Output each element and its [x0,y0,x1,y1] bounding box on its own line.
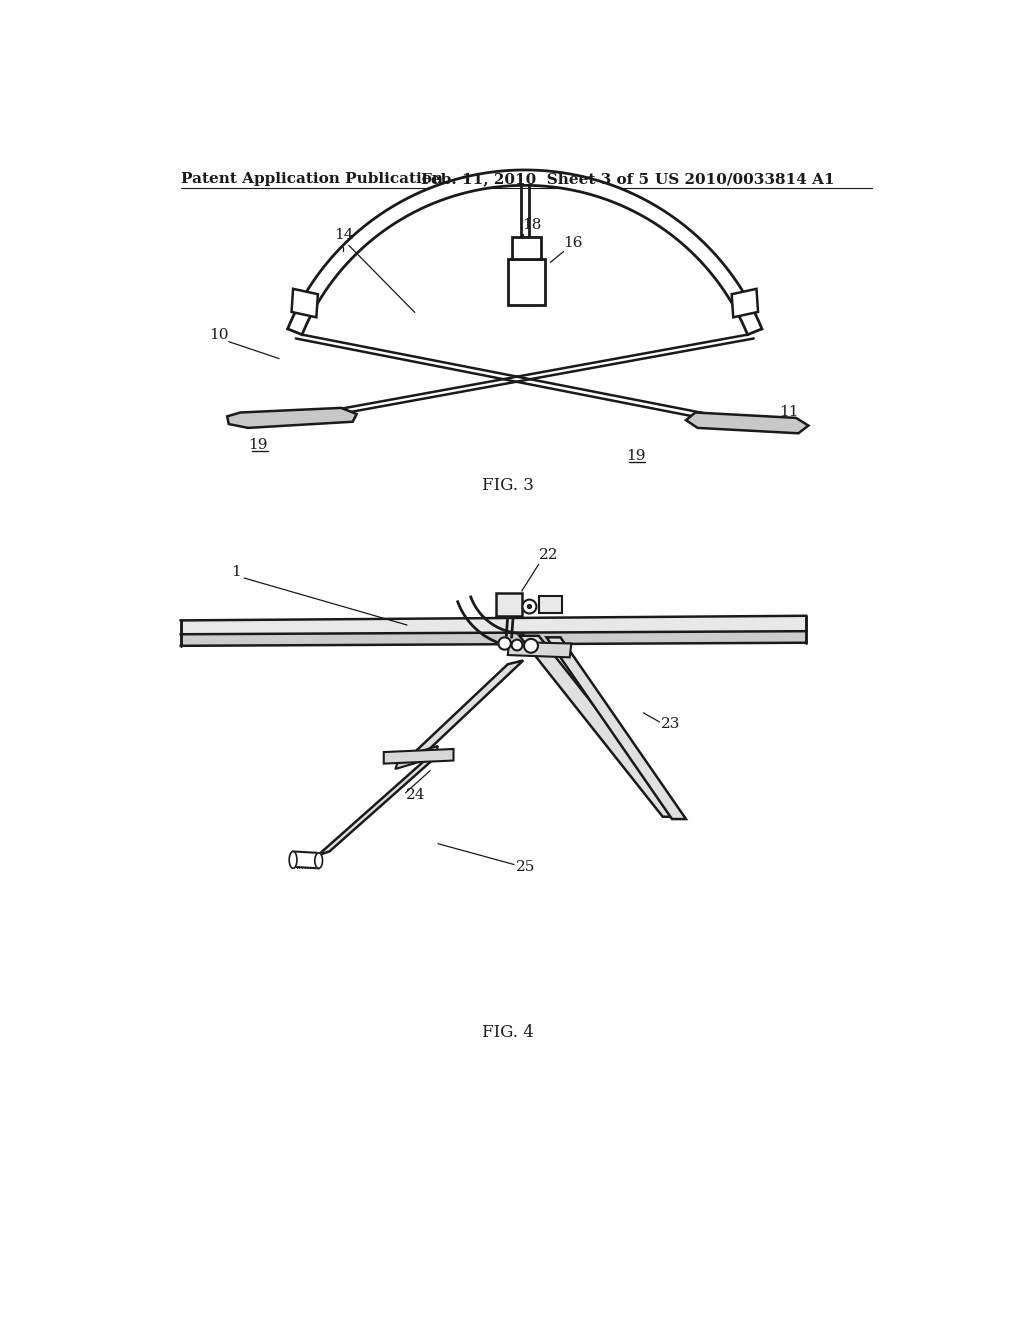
Polygon shape [180,615,806,635]
Polygon shape [539,595,562,614]
Circle shape [524,639,538,653]
Text: US 2010/0033814 A1: US 2010/0033814 A1 [655,172,835,186]
Polygon shape [180,631,806,645]
Ellipse shape [314,853,323,869]
Text: 10: 10 [209,329,229,342]
Circle shape [522,599,537,614]
Polygon shape [384,748,454,763]
Text: Feb. 11, 2010  Sheet 3 of 5: Feb. 11, 2010 Sheet 3 of 5 [421,172,649,186]
Polygon shape [395,746,438,770]
Text: FIG. 3: FIG. 3 [482,477,534,494]
Text: 18: 18 [521,218,541,232]
Circle shape [512,640,522,651]
Text: 16: 16 [563,236,583,249]
Polygon shape [519,636,682,817]
Polygon shape [317,755,438,855]
Text: 19: 19 [626,449,645,463]
Polygon shape [547,638,686,818]
Text: 11: 11 [779,405,799,420]
Polygon shape [732,289,758,317]
Polygon shape [399,660,523,767]
Text: 23: 23 [662,717,681,731]
Polygon shape [686,412,809,433]
Polygon shape [512,238,541,259]
Polygon shape [508,642,571,657]
Text: 25: 25 [515,859,535,874]
Ellipse shape [289,851,297,869]
Polygon shape [293,851,318,869]
Polygon shape [227,408,356,428]
Circle shape [499,638,511,649]
Text: 19: 19 [249,438,268,453]
Text: Patent Application Publication: Patent Application Publication [180,172,442,186]
Text: FIG. 4: FIG. 4 [482,1024,534,1041]
Text: 14: 14 [334,228,353,243]
Polygon shape [292,289,317,317]
Text: 22: 22 [539,548,558,562]
Polygon shape [288,170,762,335]
Circle shape [527,605,531,609]
Polygon shape [496,593,521,615]
Polygon shape [508,259,545,305]
Text: 1: 1 [231,565,241,578]
Text: 24: 24 [406,788,425,803]
